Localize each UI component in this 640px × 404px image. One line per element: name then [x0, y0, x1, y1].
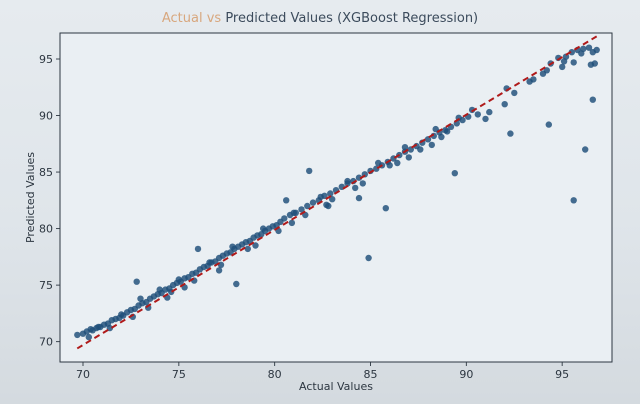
- scatter-point: [578, 50, 585, 57]
- scatter-point: [260, 225, 267, 232]
- axes-frame: [59, 32, 613, 363]
- scatter-point: [444, 128, 451, 135]
- scatter-point: [215, 267, 223, 274]
- scatter-point: [355, 174, 363, 181]
- scatter-point: [298, 206, 305, 213]
- scatter-point: [405, 154, 412, 161]
- scatter-point: [394, 159, 401, 167]
- x-tick-label: 70: [76, 368, 90, 381]
- scatter-point: [543, 67, 550, 74]
- y-axis-label: Predicted Values: [24, 152, 37, 243]
- scatter-point: [118, 311, 125, 318]
- chart-title-rest: Predicted Values (XGBoost Regression): [225, 11, 479, 26]
- x-tick-label: 75: [172, 368, 186, 381]
- x-tick-label: 85: [364, 368, 378, 381]
- reference-line: [76, 35, 598, 350]
- scatter-point: [438, 133, 445, 141]
- y-tick-label: 90: [39, 110, 53, 123]
- scatter-point: [582, 146, 589, 153]
- scatter-point: [365, 254, 372, 262]
- x-tick-label: 80: [268, 368, 282, 381]
- scatter-point: [317, 193, 324, 201]
- scatter-point: [570, 197, 577, 204]
- scatter-point: [106, 324, 114, 332]
- x-axis-label: Actual Values: [299, 380, 373, 393]
- scatter-point: [507, 130, 514, 137]
- scatter-point: [194, 245, 202, 253]
- scatter-point: [355, 194, 363, 202]
- scatter-point: [589, 96, 596, 103]
- x-tick-label: 95: [555, 368, 569, 381]
- scatter-point: [482, 115, 489, 123]
- y-tick-label: 85: [39, 166, 53, 179]
- chart-title: Actual vs Predicted Values (XGBoost Regr…: [0, 11, 640, 26]
- scatter-point: [432, 125, 439, 133]
- scatter-point: [304, 202, 311, 210]
- scatter-point: [593, 46, 600, 54]
- scatter-point: [323, 201, 330, 208]
- scatter-point: [486, 108, 493, 116]
- scatter-point: [375, 159, 382, 167]
- scatter-point: [329, 196, 336, 203]
- scatter-point: [570, 59, 577, 66]
- scatter-point: [288, 219, 296, 227]
- y-tick-label: 95: [39, 53, 53, 66]
- scatter-point: [474, 111, 481, 118]
- scatter-point: [344, 177, 351, 185]
- scatter-point: [560, 58, 568, 65]
- scatter-point: [417, 146, 424, 153]
- scatter-point: [559, 63, 566, 71]
- chart-title-highlight: Actual vs: [161, 11, 226, 26]
- scatter-point: [451, 170, 458, 177]
- scatter-point: [283, 197, 290, 204]
- scatter-point: [252, 242, 259, 249]
- scatter-point: [229, 243, 236, 250]
- scatter-point: [359, 180, 366, 187]
- scatter-point: [85, 333, 93, 341]
- scatter-point: [137, 295, 144, 302]
- y-tick-label: 75: [39, 279, 53, 292]
- scatter-point: [281, 215, 288, 222]
- scatter-point: [352, 184, 359, 192]
- scatter-point: [587, 61, 595, 68]
- scatter-point: [501, 101, 508, 108]
- y-tick-label: 70: [39, 336, 53, 349]
- scatter-point: [545, 121, 552, 128]
- scatter-point: [306, 167, 313, 175]
- scatter-point: [511, 89, 518, 97]
- scatter-point: [401, 144, 409, 151]
- scatter-point: [386, 162, 393, 169]
- scatter-point: [585, 44, 593, 51]
- plot-area: [60, 33, 612, 362]
- scatter-point: [133, 278, 140, 285]
- scatter-point: [428, 141, 435, 149]
- scatter-point: [468, 106, 476, 114]
- x-tick-label: 90: [459, 368, 473, 381]
- scatter-point: [233, 280, 240, 288]
- scatter-point: [309, 199, 317, 206]
- scatter-point: [95, 323, 102, 331]
- scatter-point: [526, 78, 533, 85]
- scatter-point: [206, 259, 213, 266]
- scatter-point: [244, 245, 251, 253]
- scatter-point: [327, 190, 334, 197]
- scatter-point: [382, 205, 389, 212]
- scatter-point: [290, 209, 297, 216]
- scatter-point: [74, 331, 81, 339]
- y-tick-label: 80: [39, 223, 53, 236]
- scatter-point: [175, 276, 182, 283]
- scatter-point: [156, 286, 163, 293]
- scatter-point: [568, 49, 575, 56]
